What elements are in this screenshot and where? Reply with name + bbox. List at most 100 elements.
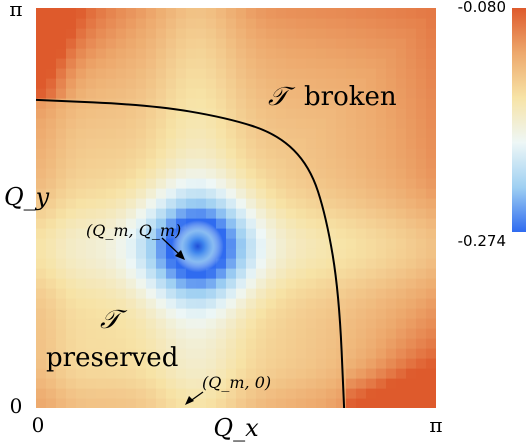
heatmap-cell (216, 398, 227, 408)
heatmap-cell (416, 18, 427, 29)
heatmap-cell (46, 8, 57, 19)
heatmap-cell (316, 188, 327, 199)
heatmap-cell (196, 178, 207, 189)
heatmap-cell (146, 178, 157, 189)
heatmap-cell (136, 388, 147, 399)
heatmap-cell (36, 118, 47, 129)
heatmap-cell (336, 98, 347, 109)
heatmap-cell (316, 138, 327, 149)
heatmap-cell (76, 218, 87, 229)
heatmap-cell (396, 328, 407, 339)
heatmap-cell (296, 148, 307, 159)
heatmap-cell (366, 298, 377, 309)
heatmap-cell (256, 298, 267, 309)
heatmap-cell (186, 38, 197, 49)
heatmap-cell (306, 318, 317, 329)
heatmap-cell (236, 308, 247, 319)
heatmap-cell (196, 278, 207, 289)
heatmap-cell (316, 288, 327, 299)
heatmap-cell (426, 78, 436, 89)
heatmap-cell (246, 118, 257, 129)
heatmap-cell (166, 338, 177, 349)
heatmap-cell (46, 168, 57, 179)
heatmap-cell (106, 78, 117, 89)
heatmap-cell (316, 8, 327, 19)
heatmap-cell (246, 338, 257, 349)
heatmap-cell (56, 298, 67, 309)
heatmap-cell (106, 68, 117, 79)
heatmap-cell (226, 278, 237, 289)
heatmap-cell (176, 38, 187, 49)
heatmap-cell (66, 118, 77, 129)
heatmap-cell (306, 308, 317, 319)
heatmap-cell (46, 318, 57, 329)
heatmap-cell (156, 398, 167, 408)
heatmap-cell (216, 138, 227, 149)
heatmap-cell (136, 338, 147, 349)
heatmap-cell (66, 108, 77, 119)
heatmap-cell (286, 278, 297, 289)
heatmap-cell (116, 18, 127, 29)
heatmap-cell (396, 38, 407, 49)
heatmap-cell (176, 58, 187, 69)
heatmap-cell (396, 108, 407, 119)
heatmap-cell (136, 108, 147, 119)
heatmap-cell (156, 288, 167, 299)
heatmap-cell (206, 68, 217, 79)
heatmap-cell (136, 58, 147, 69)
heatmap-cell (76, 308, 87, 319)
heatmap-cell (306, 108, 317, 119)
heatmap-cell (166, 358, 177, 369)
heatmap-cell (166, 78, 177, 89)
heatmap-cell (366, 278, 377, 289)
heatmap-cell (376, 8, 387, 19)
heatmap-cell (166, 178, 177, 189)
heatmap-cell (396, 78, 407, 89)
heatmap-cell (306, 288, 317, 299)
heatmap-cell (356, 308, 367, 319)
heatmap-cell (256, 258, 267, 269)
heatmap-cell (386, 128, 397, 139)
heatmap-cell (216, 28, 227, 39)
heatmap-cell (176, 178, 187, 189)
heatmap-cell (396, 8, 407, 19)
heatmap-cell (346, 28, 357, 39)
heatmap-cell (276, 368, 287, 379)
heatmap-cell (366, 188, 377, 199)
heatmap-cell (386, 348, 397, 359)
heatmap-cell (76, 228, 87, 239)
heatmap-cell (376, 218, 387, 229)
heatmap-cell (156, 28, 167, 39)
heatmap-cell (176, 68, 187, 79)
heatmap-cell (216, 198, 227, 209)
heatmap-cell (206, 18, 217, 29)
heatmap-cell (396, 258, 407, 269)
heatmap-cell (286, 78, 297, 89)
heatmap-cell (276, 28, 287, 39)
heatmap-cell (176, 318, 187, 329)
heatmap-cell (346, 18, 357, 29)
heatmap-cell (226, 168, 237, 179)
heatmap-cell (206, 378, 217, 389)
heatmap-cell (196, 148, 207, 159)
heatmap-cell (56, 128, 67, 139)
heatmap-cell (366, 78, 377, 89)
heatmap-cell (206, 348, 217, 359)
heatmap-cell (136, 368, 147, 379)
heatmap-cell (326, 98, 337, 109)
heatmap-cell (226, 208, 237, 219)
heatmap-cell (186, 208, 197, 219)
heatmap-cell (66, 318, 77, 329)
heatmap-cell (116, 368, 127, 379)
heatmap-cell (316, 268, 327, 279)
heatmap-cell (226, 118, 237, 129)
heatmap-cell (336, 58, 347, 69)
heatmap-cell (166, 168, 177, 179)
heatmap-cell (286, 298, 297, 309)
heatmap-cell (156, 348, 167, 359)
heatmap-cell (66, 58, 77, 69)
heatmap (36, 8, 436, 408)
heatmap-cell (336, 158, 347, 169)
heatmap-cell (366, 198, 377, 209)
heatmap-cell (366, 318, 377, 329)
